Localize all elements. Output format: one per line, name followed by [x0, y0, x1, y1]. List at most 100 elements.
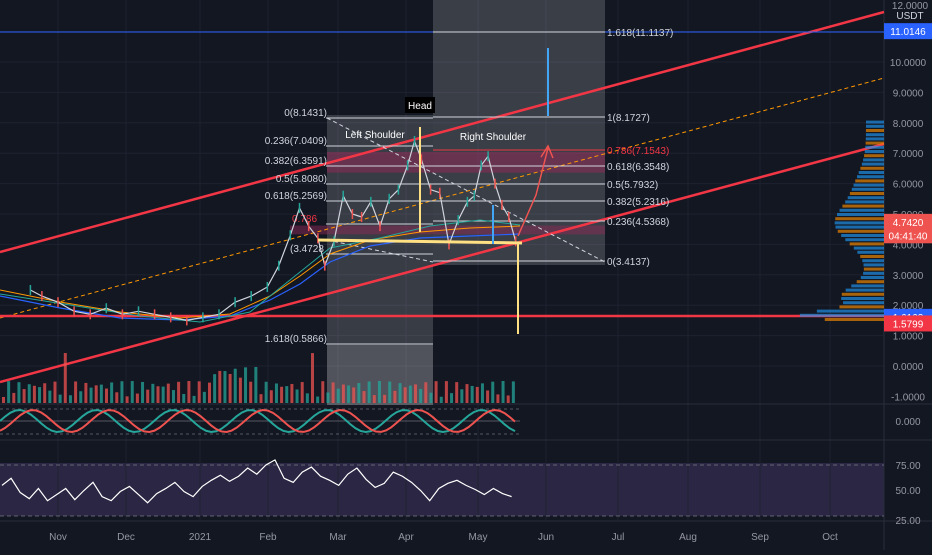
fib-right-label: 1(8.1727): [607, 113, 650, 124]
volume-profile-bar: [862, 259, 884, 263]
volume-bar: [187, 381, 191, 403]
volume-bar: [146, 389, 150, 403]
volume-bar: [115, 392, 119, 403]
volume-bar: [151, 383, 155, 403]
volume-bar: [511, 381, 515, 403]
volume-profile-bar: [860, 276, 884, 279]
volume-bar: [429, 392, 433, 403]
volume-bar: [223, 371, 227, 403]
volume-bar: [244, 367, 248, 403]
rsi-tick: 25.00: [895, 516, 920, 527]
volume-bar: [53, 381, 57, 403]
price-tick: 1.0000: [893, 332, 924, 343]
volume-bar: [135, 393, 139, 403]
price-tag-label: 1.5799: [893, 319, 924, 330]
volume-bar: [285, 386, 289, 403]
volume-profile-bar: [863, 267, 884, 271]
price-tick: 4.0000: [893, 240, 924, 251]
volume-bar: [120, 381, 124, 403]
volume-bar: [408, 385, 412, 403]
fib-left-label: 0.618(5.2569): [265, 191, 327, 202]
pattern-trend-dashed: [326, 117, 606, 263]
volume-bar: [68, 395, 72, 403]
volume-bar: [208, 382, 211, 403]
oscillator-line-red: [0, 408, 516, 433]
volume-bar: [238, 377, 242, 403]
volume-profile-bar: [865, 120, 884, 124]
fib-right-label: 1.618(11.1137): [607, 28, 673, 39]
time-tick: Apr: [398, 532, 414, 543]
volume-profile-bar: [865, 129, 884, 132]
time-tick: Nov: [49, 532, 67, 543]
volume-profile-bar: [865, 141, 884, 145]
time-tick: Sep: [751, 532, 769, 543]
head-label-bg: [405, 97, 435, 113]
volume-bar: [403, 387, 407, 403]
volume-profile-bar: [845, 238, 884, 242]
volume-profile-bar: [851, 187, 884, 191]
projection-arrowhead: [540, 144, 554, 159]
channel-mid-line: [0, 77, 885, 319]
price-tick: 9.0000: [893, 88, 924, 99]
volume-profile-bar: [835, 217, 884, 221]
volume-bar: [228, 373, 232, 403]
fib-right-label: 0.236(4.5368): [607, 217, 669, 228]
left-shoulder-label: Left Shoulder: [345, 130, 405, 141]
price-tick: 6.0000: [893, 180, 924, 191]
volume-bar: [341, 384, 345, 403]
fib-left-label: 1.618(0.5866): [265, 334, 327, 345]
ma-line-orange: [0, 225, 521, 319]
volume-bar: [480, 383, 484, 403]
volume-bar: [367, 381, 371, 403]
price-tag: [884, 213, 932, 230]
volume-bar: [321, 381, 325, 403]
volume-bar: [352, 387, 356, 403]
volume-bar: [27, 384, 31, 403]
ma-line-blue: [0, 233, 521, 321]
time-tick: Jul: [612, 532, 625, 543]
volume-bar: [316, 396, 320, 403]
volume-profile-bar: [824, 318, 884, 321]
volume-profile-bar: [849, 192, 884, 195]
time-tick: Jun: [538, 532, 554, 543]
time-tick: Dec: [117, 532, 135, 543]
volume-bar: [84, 382, 88, 403]
volume-bar: [470, 385, 474, 403]
volume-bar: [393, 390, 397, 403]
volume-bar: [331, 382, 335, 403]
oscillator-tick: 0.000: [895, 417, 920, 428]
volume-profile-bar: [837, 229, 884, 233]
volume-bar: [182, 393, 186, 403]
volume-bar: [362, 391, 366, 403]
price-tag-label: 4.7420: [893, 218, 924, 229]
volume-profile-bar: [857, 175, 884, 179]
volume-bar: [2, 397, 5, 403]
neckline: [317, 238, 523, 245]
volume-profile-bar: [864, 150, 884, 153]
rsi-tick: 75.00: [895, 461, 920, 472]
volume-bar: [300, 382, 304, 403]
volume-bar: [501, 381, 505, 403]
time-tick: May: [469, 532, 488, 543]
price-tag-label: 04:41:40: [889, 231, 928, 242]
fib-left-label: 0.382(6.3591): [265, 156, 327, 167]
volume-bar: [290, 383, 294, 403]
rsi-line: [1, 459, 512, 504]
volume-bar: [192, 395, 196, 403]
price-tick: 3.0000: [893, 271, 924, 282]
volume-profile-bar: [845, 200, 884, 204]
volume-profile-bar: [841, 292, 884, 296]
volume-bar: [74, 381, 78, 403]
volume-profile-bar: [834, 221, 884, 225]
time-tick: Aug: [679, 532, 697, 543]
volume-bar: [419, 388, 423, 403]
volume-bar: [377, 381, 381, 403]
volume-bar: [439, 396, 443, 403]
volume-bar: [444, 381, 448, 403]
volume-bar: [506, 395, 510, 403]
volume-bar: [233, 368, 237, 403]
volume-bar: [496, 394, 500, 403]
volume-profile-bar: [851, 284, 884, 288]
